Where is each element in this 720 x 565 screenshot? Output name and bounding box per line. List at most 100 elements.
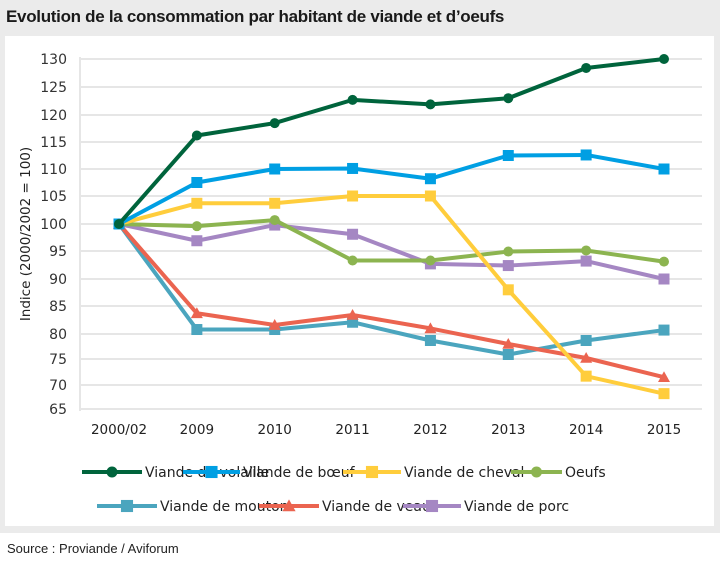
x-tick-label: 2009 (180, 422, 214, 438)
series-line (118, 222, 665, 281)
data-point (659, 54, 669, 64)
y-tick-label: 90 (49, 272, 67, 288)
series-line (117, 222, 665, 380)
data-point (580, 335, 592, 346)
data-point (347, 94, 358, 105)
y-axis-label: Indice (2000/2002 = 100) (18, 147, 34, 321)
data-point (502, 338, 515, 349)
chart-panel (5, 36, 714, 526)
data-point (191, 130, 202, 141)
series-line (118, 152, 665, 226)
legend-item: Viande de mouton (97, 499, 289, 515)
data-point (269, 163, 281, 175)
y-tick-label: 120 (40, 108, 67, 124)
legend-marker (205, 465, 218, 479)
data-point (659, 256, 669, 267)
data-point (347, 255, 358, 266)
series-line (117, 222, 665, 357)
legend-label: Viande de porc (464, 499, 569, 515)
series-viande-de-volaille (114, 54, 669, 229)
data-point (424, 190, 436, 202)
x-tick-label: 2012 (413, 422, 447, 438)
data-point (191, 221, 202, 232)
legend-label: Viande de cheval (404, 465, 524, 481)
data-point (269, 118, 280, 129)
legend-label: Viande de bœuf (243, 465, 356, 481)
series-viande-de-b-uf (113, 149, 670, 230)
data-point (190, 307, 203, 319)
source-note: Source : Proviande / Aviforum (7, 541, 179, 556)
data-point (269, 197, 281, 209)
data-point (658, 163, 670, 175)
x-tick-label: 2000/02 (91, 422, 147, 438)
data-point (347, 316, 359, 328)
legend-marker (365, 465, 379, 479)
y-axis-ticks: 130 125 120 115 110 105 100 95 90 85 80 75 70 65 (40, 52, 67, 418)
data-point (502, 284, 514, 296)
legend-marker (282, 499, 296, 512)
data-point (424, 173, 436, 185)
data-point (347, 190, 359, 202)
y-tick-label: 115 (40, 135, 67, 151)
data-point (503, 246, 514, 257)
legend-marker (106, 466, 118, 478)
y-tick-label: 130 (40, 52, 67, 68)
x-tick-label: 2011 (335, 422, 369, 438)
data-point (580, 370, 592, 382)
legend-item: Oeufs (511, 465, 606, 481)
y-tick-label: 105 (40, 189, 67, 205)
data-point (658, 273, 670, 285)
series-group (113, 54, 670, 400)
series-line (117, 57, 665, 226)
legend-item: Viande de cheval (343, 465, 524, 481)
y-tick-label: 75 (49, 352, 67, 368)
y-tick-label: 65 (49, 402, 67, 418)
x-tick-label: 2010 (258, 422, 292, 438)
series-line (118, 218, 665, 264)
data-point (658, 388, 670, 400)
legend-marker (425, 499, 439, 513)
data-point (269, 215, 280, 226)
data-point (502, 260, 514, 272)
data-point (424, 322, 437, 334)
data-point (658, 324, 670, 336)
legend-marker (531, 466, 542, 478)
series-viande-de-veau (113, 218, 670, 382)
data-point (424, 335, 436, 346)
legend-item: Viande de bœuf (183, 465, 356, 481)
y-tick-label: 85 (49, 299, 67, 315)
data-point (191, 324, 203, 336)
data-point (658, 371, 670, 382)
y-tick-label: 70 (49, 378, 67, 394)
legend-item: Viande de porc (403, 499, 569, 515)
data-point (191, 235, 203, 247)
data-point (191, 197, 203, 209)
legend-label: Viande de mouton (160, 499, 289, 515)
data-point (581, 245, 592, 256)
x-tick-label: 2013 (491, 422, 525, 438)
legend-item: Viande de veau (259, 499, 431, 515)
y-tick-label: 95 (49, 244, 67, 260)
legend-item: Viande de volaille (82, 465, 269, 481)
data-point (425, 255, 436, 266)
data-point (425, 99, 436, 110)
data-point (268, 319, 281, 330)
data-point (503, 93, 514, 104)
data-point (580, 255, 592, 267)
x-tick-label: 2014 (569, 422, 603, 438)
legend-marker (120, 499, 134, 513)
data-point (581, 62, 592, 73)
data-point (580, 149, 592, 161)
legend-label: Oeufs (565, 465, 606, 481)
data-point (346, 308, 359, 320)
data-point (502, 349, 514, 360)
data-point (114, 219, 124, 229)
y-tick-label: 125 (40, 80, 67, 96)
legend-label: Viande de veau (322, 499, 431, 515)
data-point (580, 352, 593, 363)
x-axis-ticks: 2000/02 2009 2010 2011 2012 2013 2014 2015 (91, 422, 681, 438)
data-point (502, 150, 514, 161)
chart-title: Evolution de la consommation par habitan… (6, 7, 505, 26)
